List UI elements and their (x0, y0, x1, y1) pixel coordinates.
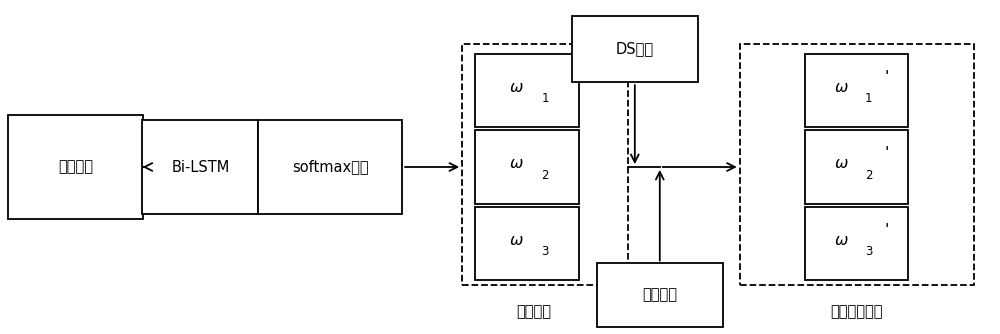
Bar (475, 54, 579, 127)
Text: DS证据: DS证据 (616, 41, 654, 56)
Text: 2: 2 (541, 169, 549, 182)
Text: Bi-LSTM: Bi-LSTM (171, 160, 230, 174)
Text: ω: ω (510, 233, 524, 248)
Text: 最终转向意图: 最终转向意图 (830, 304, 883, 319)
Text: 车辆参数: 车辆参数 (58, 160, 93, 174)
Bar (258, 121, 402, 213)
Bar (142, 121, 258, 213)
Text: softmax函数: softmax函数 (292, 160, 369, 174)
Bar (572, 16, 698, 82)
Text: ω: ω (510, 156, 524, 171)
Text: 3: 3 (865, 245, 872, 258)
Text: ': ' (884, 70, 889, 85)
Text: 1: 1 (541, 92, 549, 105)
Bar (805, 54, 908, 127)
Text: 确信阈值: 确信阈值 (642, 288, 677, 303)
Bar (8, 116, 143, 218)
Text: 转向意图: 转向意图 (516, 304, 551, 319)
Text: ω: ω (835, 80, 848, 95)
Text: ': ' (884, 146, 889, 161)
Bar (475, 207, 579, 280)
Bar (597, 264, 723, 327)
Text: 3: 3 (541, 245, 549, 258)
Bar (805, 130, 908, 204)
Bar (475, 130, 579, 204)
Bar (462, 44, 628, 285)
Text: 2: 2 (865, 169, 872, 182)
Text: ω: ω (835, 156, 848, 171)
Text: ω: ω (835, 233, 848, 248)
Text: 1: 1 (865, 92, 872, 105)
Bar (740, 44, 974, 285)
Bar (805, 207, 908, 280)
Text: ω: ω (510, 80, 524, 95)
Text: ': ' (884, 223, 889, 238)
